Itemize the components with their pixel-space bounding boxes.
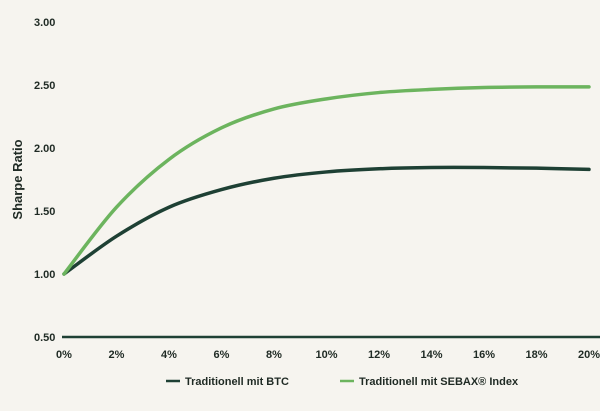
x-tick-label: 8% xyxy=(266,349,282,361)
x-tick-label: 16% xyxy=(473,349,495,361)
x-tick-label: 4% xyxy=(161,349,177,361)
series-line-2 xyxy=(62,85,591,276)
y-tick-label: 2.50 xyxy=(34,80,55,92)
x-tick-label: 10% xyxy=(315,349,337,361)
x-tick-label: 2% xyxy=(109,349,125,361)
y-tick-label: 2.00 xyxy=(34,143,55,155)
y-tick-label: 0.50 xyxy=(34,332,55,344)
legend: Traditionell mit BTC Traditionell mit SEB… xyxy=(166,376,519,388)
y-tick-label: 3.00 xyxy=(34,17,55,29)
x-tick-label: 0% xyxy=(56,349,72,361)
x-tick-label: 20% xyxy=(578,349,600,361)
x-tick-label: 14% xyxy=(420,349,442,361)
x-tick-label: 6% xyxy=(214,349,230,361)
legend-label: Traditionell mit SEBAX® Index xyxy=(359,376,519,388)
x-tick-label: 18% xyxy=(525,349,547,361)
y-axis-ticks: 3.00 2.50 2.00 1.50 1.00 0.50 xyxy=(34,17,55,344)
y-axis-label: Sharpe Ratio xyxy=(10,139,25,219)
y-tick-label: 1.50 xyxy=(34,206,55,218)
series-lines xyxy=(62,85,591,276)
x-tick-label: 12% xyxy=(368,349,390,361)
series-line-1 xyxy=(62,165,591,276)
x-axis-ticks: 0% 2% 4% 6% 8% 10% 12% 14% 16% 18% 20% xyxy=(56,349,600,361)
y-tick-label: 1.00 xyxy=(34,269,55,281)
legend-label: Traditionell mit BTC xyxy=(185,376,289,388)
